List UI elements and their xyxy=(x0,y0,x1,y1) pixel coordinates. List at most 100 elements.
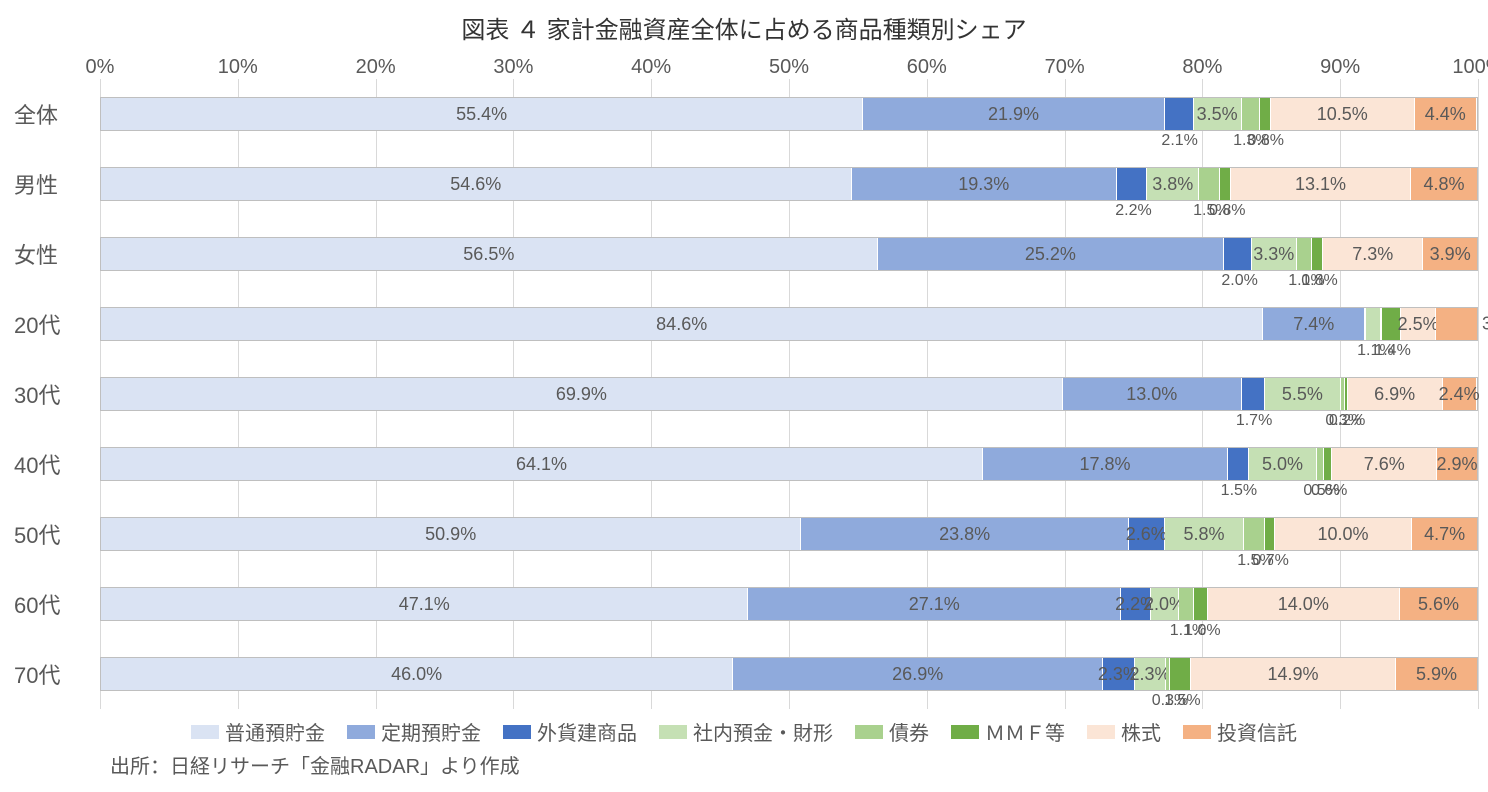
legend-swatch xyxy=(659,725,687,739)
bar-segment: 2.5% xyxy=(1401,308,1435,340)
bar-segment: 3.8% xyxy=(1147,168,1199,200)
bar-segment: 50.9% xyxy=(101,518,801,550)
bar-segment: 5.0% xyxy=(1249,448,1318,480)
bar-row: 30代69.9%13.0%5.5%6.9%2.4%1.7%0.3%0.2% xyxy=(10,359,1478,429)
category-label: 40代 xyxy=(10,448,100,480)
legend-label: 定期預貯金 xyxy=(381,717,481,746)
bar-segment: 2.3% xyxy=(1135,658,1167,690)
legend-item: ＭＭＦ等 xyxy=(951,717,1065,746)
segment-value-label: 84.6% xyxy=(654,314,709,335)
legend-item: 債券 xyxy=(855,717,929,746)
segment-below-label: 1.4% xyxy=(1374,342,1410,360)
bar-segment: 2.4% xyxy=(1443,378,1476,410)
bar-segment xyxy=(1436,308,1477,340)
bar-row: 70代46.0%26.9%2.3%2.3%14.9%5.9%0.3%1.5% xyxy=(10,639,1478,709)
bar-segment xyxy=(1366,308,1381,340)
bar: 69.9%13.0%5.5%6.9%2.4%1.7%0.3%0.2% xyxy=(100,377,1478,411)
x-axis-tick: 30% xyxy=(493,56,533,79)
segment-value-label: 46.0% xyxy=(389,664,444,685)
bar-segment: 13.0% xyxy=(1063,378,1242,410)
x-axis-tick: 60% xyxy=(907,56,947,79)
x-axis-tick: 20% xyxy=(356,56,396,79)
bar-segment: 5.8% xyxy=(1165,518,1245,550)
segment-below-label: 1.0% xyxy=(1184,622,1220,640)
segment-below-label: 0.8% xyxy=(1248,132,1284,150)
category-label: 全体 xyxy=(10,98,100,130)
bar-segment xyxy=(1260,98,1271,130)
segment-value-label: 5.9% xyxy=(1414,664,1459,685)
bar-segment: 2.9% xyxy=(1437,448,1477,480)
segment-value-label: 50.9% xyxy=(423,524,478,545)
segment-value-label: 3.9% xyxy=(1428,244,1473,265)
segment-value-label: 3.5% xyxy=(1195,104,1240,125)
segment-below-label: 1.5% xyxy=(1221,482,1257,500)
segment-below-label: 1.1% xyxy=(1357,342,1393,360)
segment-value-label: 47.1% xyxy=(397,594,452,615)
segment-below-label: 0.2% xyxy=(1329,412,1365,430)
legend-label: ＭＭＦ等 xyxy=(985,717,1065,746)
segment-below-label: 2.1% xyxy=(1161,132,1197,150)
bar-segment: 56.5% xyxy=(101,238,878,270)
bar-segment: 84.6% xyxy=(101,308,1263,340)
x-axis-tick: 70% xyxy=(1045,56,1085,79)
segment-value-label: 4.7% xyxy=(1422,524,1467,545)
bar-segment xyxy=(1165,98,1194,130)
legend-label: 株式 xyxy=(1121,717,1161,746)
segment-outside-label: 3.0% xyxy=(1478,314,1488,335)
bar-segment: 54.6% xyxy=(101,168,852,200)
segment-value-label: 17.8% xyxy=(1077,454,1132,475)
legend-label: 外貨建商品 xyxy=(537,717,637,746)
bar-segment xyxy=(1199,168,1220,200)
bar-segment xyxy=(1117,168,1147,200)
bar-segment xyxy=(1244,518,1265,550)
bar-segment: 25.2% xyxy=(878,238,1224,270)
bar: 64.1%17.8%5.0%7.6%2.9%1.5%0.5%0.6% xyxy=(100,447,1478,481)
segment-value-label: 10.5% xyxy=(1315,104,1370,125)
x-axis-tick: 40% xyxy=(631,56,671,79)
segment-value-label: 21.9% xyxy=(986,104,1041,125)
segment-below-label: 1.1% xyxy=(1170,622,1206,640)
bar-segment: 4.7% xyxy=(1412,518,1477,550)
bar: 47.1%27.1%2.2%2.0%14.0%5.6%1.1%1.0% xyxy=(100,587,1478,621)
bar-segment xyxy=(1324,448,1332,480)
segment-value-label: 7.6% xyxy=(1362,454,1407,475)
bar-segment xyxy=(1220,168,1231,200)
segment-value-label: 69.9% xyxy=(554,384,609,405)
category-label: 50代 xyxy=(10,518,100,550)
bar-segment: 69.9% xyxy=(101,378,1063,410)
segment-value-label: 7.4% xyxy=(1291,314,1336,335)
bar-row: 50代50.9%23.8%2.6%5.8%10.0%4.7%1.5%0.7% xyxy=(10,499,1478,569)
bar-segment: 23.8% xyxy=(801,518,1128,550)
segment-value-label: 19.3% xyxy=(956,174,1011,195)
bar-segment: 26.9% xyxy=(733,658,1103,690)
segment-value-label: 13.1% xyxy=(1293,174,1348,195)
bar-segment: 3.3% xyxy=(1252,238,1297,270)
segment-value-label: 5.8% xyxy=(1182,524,1227,545)
bar-segment: 46.0% xyxy=(101,658,733,690)
legend-label: 債券 xyxy=(889,717,929,746)
segment-value-label: 26.9% xyxy=(890,664,945,685)
segment-below-label: 0.5% xyxy=(1303,482,1339,500)
bar-segment xyxy=(1224,238,1251,270)
segment-value-label: 5.0% xyxy=(1260,454,1305,475)
bar-segment: 3.9% xyxy=(1423,238,1477,270)
x-axis-tick: 0% xyxy=(86,56,115,79)
legend-swatch xyxy=(951,725,979,739)
bar-row: 男性54.6%19.3%3.8%13.1%4.8%2.2%1.5%0.8% xyxy=(10,149,1478,219)
legend-swatch xyxy=(191,725,219,739)
legend-swatch xyxy=(1183,725,1211,739)
segment-value-label: 25.2% xyxy=(1023,244,1078,265)
bar: 56.5%25.2%3.3%7.3%3.9%2.0%1.1%0.8% xyxy=(100,237,1478,271)
bar: 46.0%26.9%2.3%2.3%14.9%5.9%0.3%1.5% xyxy=(100,657,1478,691)
x-axis: 0%10%20%30%40%50%60%70%80%90%100% xyxy=(10,51,1478,79)
legend-item: 投資信託 xyxy=(1183,717,1297,746)
bar-segment xyxy=(1194,588,1208,620)
legend-item: 外貨建商品 xyxy=(503,717,637,746)
legend-item: 普通預貯金 xyxy=(191,717,325,746)
segment-value-label: 10.0% xyxy=(1315,524,1370,545)
segment-value-label: 6.9% xyxy=(1372,384,1417,405)
segment-below-label: 0.8% xyxy=(1209,202,1245,220)
segment-value-label: 54.6% xyxy=(448,174,503,195)
bar-segment xyxy=(1242,98,1260,130)
segment-value-label: 56.5% xyxy=(461,244,516,265)
